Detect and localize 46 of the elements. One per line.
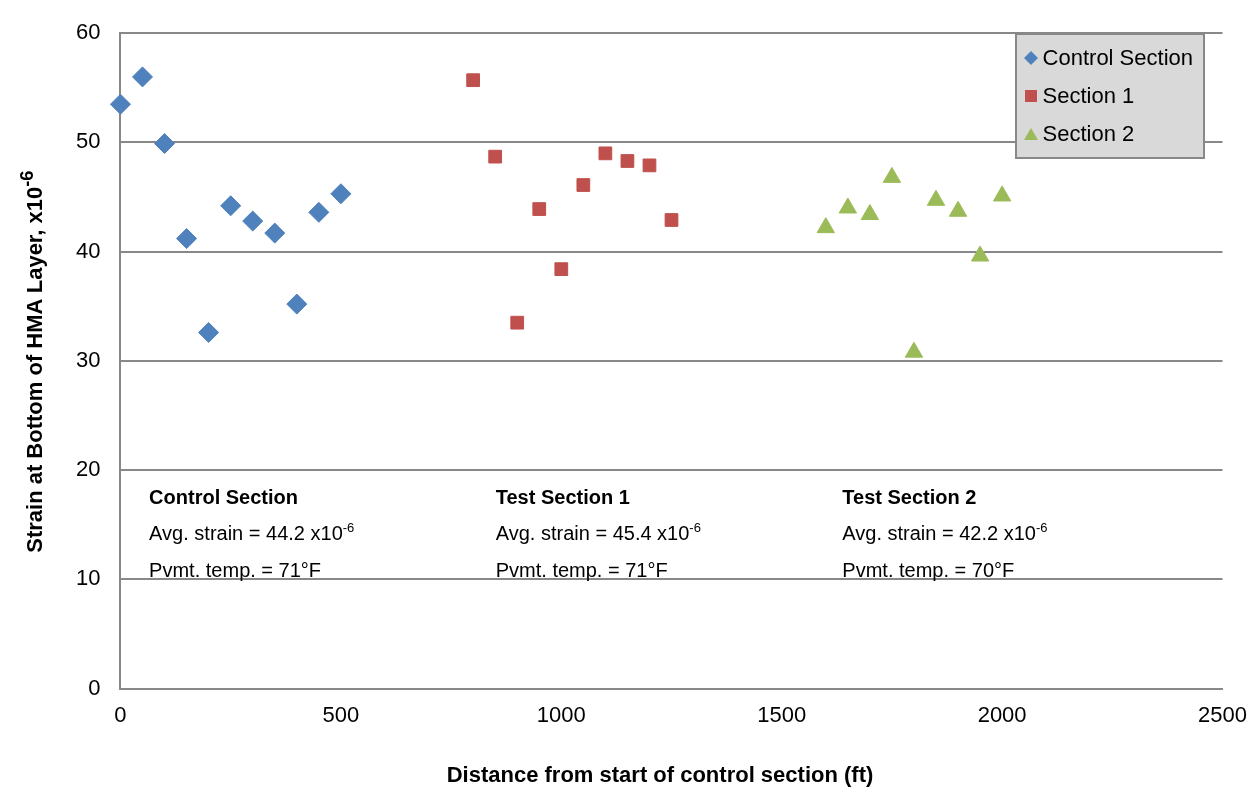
point	[576, 178, 591, 192]
point	[220, 195, 242, 217]
point	[286, 293, 308, 315]
legend-label: Section 1	[1042, 82, 1135, 110]
point	[132, 66, 154, 88]
y-tick-label: 40	[75, 237, 101, 263]
y-tick-label: 30	[75, 346, 101, 372]
point	[176, 228, 198, 250]
y-tick-label: 50	[75, 128, 101, 154]
x-tick-label: 0	[114, 701, 127, 727]
point	[154, 133, 176, 155]
point	[860, 204, 880, 221]
y-tick-label: 20	[75, 456, 101, 482]
y-tick-label: 0	[88, 674, 101, 700]
point	[598, 146, 613, 161]
x-tick-label: 500	[322, 701, 360, 727]
point	[532, 202, 547, 216]
point	[466, 73, 480, 88]
point	[308, 201, 330, 223]
point	[264, 222, 286, 244]
y-tick-label: 10	[75, 565, 101, 591]
x-tick-label: 1000	[536, 701, 586, 727]
annotation: Pvmt. temp. = 71°F	[495, 559, 668, 582]
point	[816, 217, 835, 234]
y-tick-label: 60	[75, 19, 101, 45]
annotation: Control Section	[149, 485, 299, 508]
legend-label: Control Section	[1042, 44, 1193, 72]
point	[510, 315, 525, 330]
point	[620, 154, 635, 168]
point	[330, 183, 352, 205]
point	[198, 322, 220, 343]
point	[664, 213, 679, 227]
annotation: Pvmt. temp. = 71°F	[149, 559, 322, 582]
point	[109, 93, 131, 115]
point	[642, 158, 657, 173]
x-axis-title: Distance from start of control section (ft)	[445, 762, 875, 788]
annotation: Test Section 2	[842, 485, 977, 508]
x-tick-label: 1500	[757, 701, 807, 727]
x-tick-label: 2000	[977, 701, 1027, 727]
annotation: Test Section 1	[495, 485, 630, 508]
point	[554, 262, 569, 277]
point	[488, 149, 503, 164]
annotation: Pvmt. temp. = 70°F	[842, 559, 1015, 582]
x-tick-label: 2500	[1198, 701, 1248, 727]
legend-label: Section 2	[1042, 120, 1135, 148]
point	[242, 210, 264, 232]
